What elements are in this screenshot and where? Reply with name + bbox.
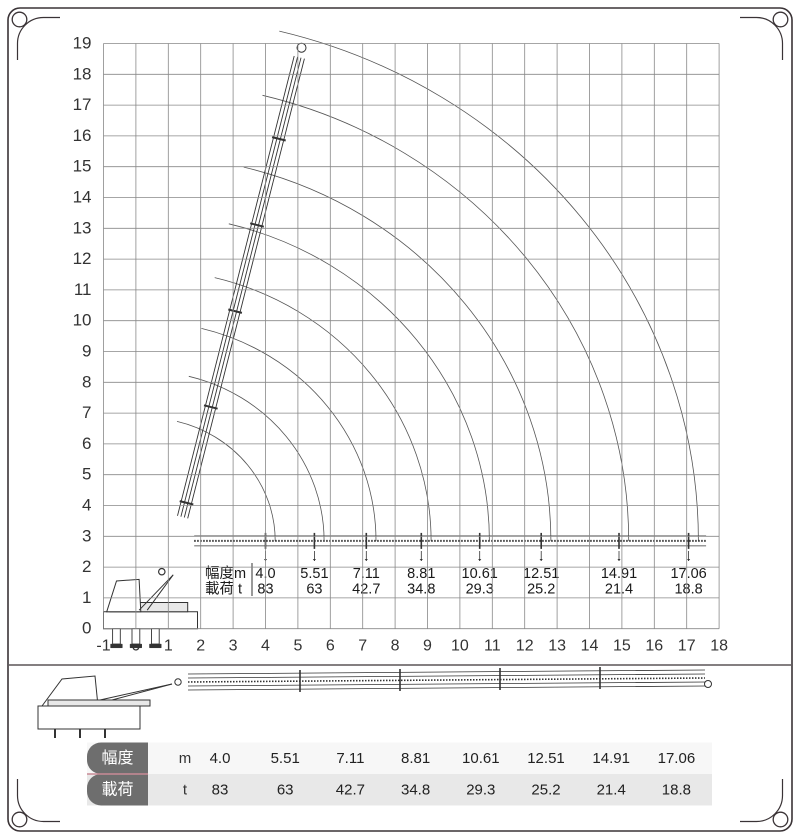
svg-text:5: 5 <box>82 465 91 484</box>
svg-text:7: 7 <box>358 638 367 655</box>
svg-text:15: 15 <box>73 157 92 176</box>
svg-text:載荷: 載荷 <box>101 780 133 798</box>
svg-text:34.8: 34.8 <box>407 582 435 598</box>
svg-text:-1: -1 <box>96 638 110 655</box>
svg-text:14: 14 <box>581 638 599 655</box>
svg-text:18: 18 <box>73 64 92 83</box>
svg-text:16: 16 <box>645 638 663 655</box>
svg-text:29.3: 29.3 <box>466 582 494 598</box>
svg-text:21.4: 21.4 <box>597 781 626 798</box>
svg-text:34.8: 34.8 <box>401 781 430 798</box>
svg-text:17.06: 17.06 <box>658 750 696 767</box>
svg-text:15: 15 <box>613 638 631 655</box>
svg-text:4: 4 <box>261 638 270 655</box>
svg-text:6: 6 <box>326 638 335 655</box>
svg-text:12: 12 <box>516 638 534 655</box>
svg-text:12.51: 12.51 <box>527 750 565 767</box>
svg-text:幅度: 幅度 <box>101 749 133 767</box>
svg-text:7.11: 7.11 <box>336 750 364 767</box>
svg-text:10: 10 <box>451 638 469 655</box>
svg-text:9: 9 <box>423 638 432 655</box>
svg-text:8: 8 <box>82 372 91 391</box>
svg-text:17.06: 17.06 <box>670 566 706 582</box>
svg-text:16: 16 <box>73 126 92 145</box>
svg-text:幅度m: 幅度m <box>205 565 246 582</box>
svg-text:5: 5 <box>293 638 302 655</box>
svg-text:14: 14 <box>73 188 92 207</box>
svg-text:0: 0 <box>82 619 91 638</box>
svg-text:2: 2 <box>82 557 91 576</box>
svg-text:9: 9 <box>82 342 91 361</box>
svg-text:25.2: 25.2 <box>527 582 555 598</box>
svg-text:19: 19 <box>73 34 92 53</box>
svg-text:63: 63 <box>277 781 294 798</box>
svg-text:42.7: 42.7 <box>352 582 380 598</box>
svg-text:3: 3 <box>82 526 91 545</box>
svg-text:8.81: 8.81 <box>401 750 430 767</box>
svg-text:13: 13 <box>548 638 566 655</box>
svg-text:10: 10 <box>73 311 92 330</box>
svg-text:載荷 t: 載荷 t <box>205 581 242 598</box>
svg-text:m: m <box>179 750 192 767</box>
svg-text:83: 83 <box>212 781 229 798</box>
svg-text:10.61: 10.61 <box>462 750 500 767</box>
svg-text:8: 8 <box>391 638 400 655</box>
svg-text:21.4: 21.4 <box>605 582 633 598</box>
svg-text:29.3: 29.3 <box>466 781 495 798</box>
svg-text:2: 2 <box>196 638 205 655</box>
svg-text:5.51: 5.51 <box>271 750 300 767</box>
svg-text:7: 7 <box>82 403 91 422</box>
svg-text:8.81: 8.81 <box>407 566 435 582</box>
svg-text:42.7: 42.7 <box>336 781 365 798</box>
svg-text:12: 12 <box>73 249 92 268</box>
svg-text:14.91: 14.91 <box>601 566 637 582</box>
svg-text:4: 4 <box>82 496 91 515</box>
svg-text:18: 18 <box>710 638 728 655</box>
svg-text:13: 13 <box>73 218 92 237</box>
svg-text:25.2: 25.2 <box>531 781 560 798</box>
svg-text:1: 1 <box>82 588 91 607</box>
svg-text:14.91: 14.91 <box>592 750 630 767</box>
svg-text:5.51: 5.51 <box>300 566 328 582</box>
svg-text:7.11: 7.11 <box>353 566 380 582</box>
svg-text:4.0: 4.0 <box>210 750 231 767</box>
svg-text:11: 11 <box>484 638 501 655</box>
svg-text:17: 17 <box>73 95 92 114</box>
svg-text:11: 11 <box>74 280 92 299</box>
svg-text:3: 3 <box>229 638 238 655</box>
svg-text:17: 17 <box>678 638 696 655</box>
svg-text:12.51: 12.51 <box>523 566 559 582</box>
svg-text:18.8: 18.8 <box>674 582 702 598</box>
svg-text:18.8: 18.8 <box>662 781 691 798</box>
svg-text:63: 63 <box>306 582 322 598</box>
svg-text:6: 6 <box>82 434 91 453</box>
svg-text:1: 1 <box>164 638 173 655</box>
